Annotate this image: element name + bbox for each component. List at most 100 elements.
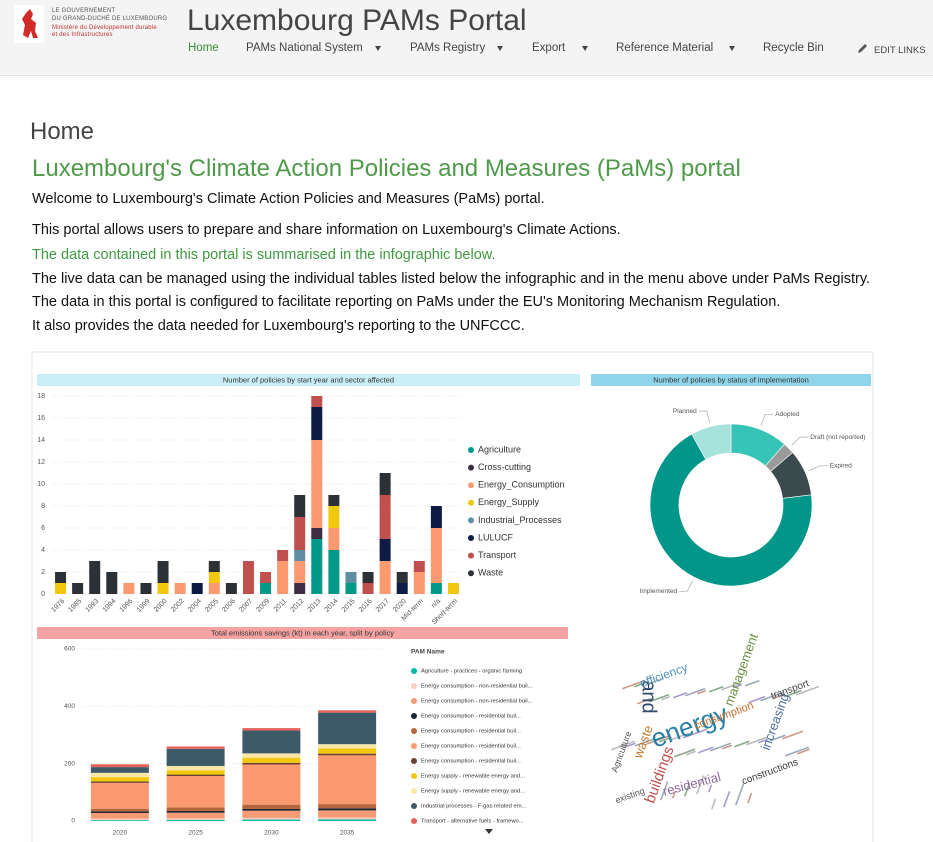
paragraph: This portal allows users to prepare and …: [32, 222, 621, 238]
word-cloud-filler: [711, 798, 717, 810]
nav-link[interactable]: Export: [532, 42, 566, 54]
bar-segment: [379, 495, 391, 539]
y-tick-label: 10: [37, 481, 45, 488]
bar-segment: [242, 808, 301, 811]
legend-swatch: [468, 464, 474, 471]
word-cloud-filler: [684, 687, 706, 697]
paragraph: The data contained in this portal is sum…: [32, 247, 496, 263]
word-cloud-filler: [784, 689, 802, 698]
nav-link[interactable]: PAMs National System: [246, 42, 363, 54]
bar-segment: [242, 817, 301, 820]
legend-label: Energy consumption - non-residential bui…: [421, 684, 533, 690]
legend-label: Transport - alternative fuels - framewo.…: [421, 819, 524, 825]
word-cloud-filler: [672, 691, 688, 699]
nav-link[interactable]: PAMs Registry: [410, 42, 486, 54]
bar-segment: [242, 764, 301, 805]
bar-segment: [166, 812, 225, 819]
slice-label: Planned: [673, 408, 697, 415]
bar-segment: [55, 572, 67, 583]
y-tick-label: 2: [41, 569, 45, 576]
bar-segment: [328, 506, 340, 528]
bar-segment: [90, 818, 149, 821]
bar-segment: [90, 812, 149, 819]
bar-segment: [90, 820, 149, 821]
legend-swatch: [468, 482, 474, 489]
bar-segment: [311, 440, 323, 528]
scroll-caret[interactable]: [485, 829, 493, 834]
word-cloud-filler: [697, 689, 707, 695]
bar-segment: [208, 583, 220, 594]
bar-segment: [379, 473, 391, 495]
legend-label: Industrial processes - F-gas related em.…: [421, 804, 527, 810]
slice-label: Implemented: [640, 588, 678, 595]
chart-title: Number of policies by status of implemen…: [653, 375, 809, 384]
bar-segment: [328, 495, 340, 506]
word-cloud-filler: [684, 782, 691, 797]
bar-segment: [379, 561, 391, 594]
y-tick-label: 18: [37, 393, 45, 400]
word-cloud-filler: [696, 775, 705, 795]
legend-label: Energy consumption - residential buil...: [421, 759, 521, 765]
pencil-shape: [858, 44, 867, 53]
bar-segment: [242, 762, 301, 765]
bar-segment: [311, 539, 323, 594]
bar-segment: [242, 728, 301, 731]
bar-segment: [294, 550, 306, 561]
chart-title-bar: [37, 627, 568, 639]
top-bar: LE GOUVERNEMENT DU GRAND-DUCHÉ DE LUXEMB…: [0, 0, 933, 76]
bar-segment: [242, 810, 301, 818]
bar-segment: [55, 583, 67, 594]
bar-segment: [318, 753, 377, 756]
word-cloud-filler: [646, 677, 664, 686]
chart-title: Total emissions savings (kt) in each yea…: [211, 628, 394, 637]
nav-link[interactable]: Recycle Bin: [763, 42, 824, 54]
word-cloud-filler: [697, 746, 714, 754]
word-cloud-filler: [671, 790, 677, 799]
word-cloud-filler: [796, 748, 810, 755]
word-cloud-filler: [760, 691, 784, 702]
dropdown-caret[interactable]: [729, 46, 735, 51]
bar-segment: [166, 774, 225, 776]
legend-swatch: [411, 668, 417, 674]
bar-segment: [294, 561, 306, 583]
bar-segment: [396, 583, 408, 594]
pencil-icon[interactable]: [856, 43, 868, 55]
dropdown-caret[interactable]: [375, 46, 381, 51]
word-cloud-filler: [796, 685, 820, 696]
word-cloud-filler: [661, 695, 671, 701]
word-cloud-filler: [746, 736, 768, 746]
bar-segment: [166, 819, 225, 821]
bar-segment: [379, 539, 391, 561]
chart-title-bar: [37, 374, 580, 386]
legend-swatch: [411, 773, 417, 779]
word-cloud-filler: [735, 783, 745, 806]
word-cloud-filler: [772, 693, 784, 700]
legend-swatch: [411, 698, 417, 704]
legend-label: Waste: [478, 568, 503, 578]
edit-links[interactable]: EDIT LINKS: [874, 45, 926, 56]
leader-line: [760, 413, 774, 426]
y-tick-label: 12: [37, 459, 45, 466]
nav-link[interactable]: Home: [188, 42, 219, 54]
bar-segment: [345, 572, 357, 583]
legend-swatch: [411, 743, 417, 749]
bar-segment: [90, 808, 149, 812]
legend-title: PAM Name: [411, 649, 445, 656]
bar-segment: [166, 807, 225, 811]
bar-segment: [277, 550, 289, 561]
bar-segment: [166, 770, 225, 775]
bar-segment: [413, 572, 425, 594]
bar-segment: [225, 583, 237, 594]
legend-label: Transport: [478, 550, 517, 560]
dropdown-caret[interactable]: [582, 46, 588, 51]
y-tick-label: 16: [37, 415, 45, 422]
leader-line: [791, 436, 809, 446]
nav-link[interactable]: Reference Material: [616, 42, 714, 54]
bar-segment: [208, 561, 220, 572]
bar-segment: [318, 744, 377, 749]
bar-segment: [260, 572, 272, 583]
word-cloud-filler: [648, 693, 670, 703]
dropdown-caret[interactable]: [497, 46, 503, 51]
legend-label: Agriculture - practices - organic farmin…: [421, 669, 522, 675]
logo-lion: [22, 9, 38, 38]
